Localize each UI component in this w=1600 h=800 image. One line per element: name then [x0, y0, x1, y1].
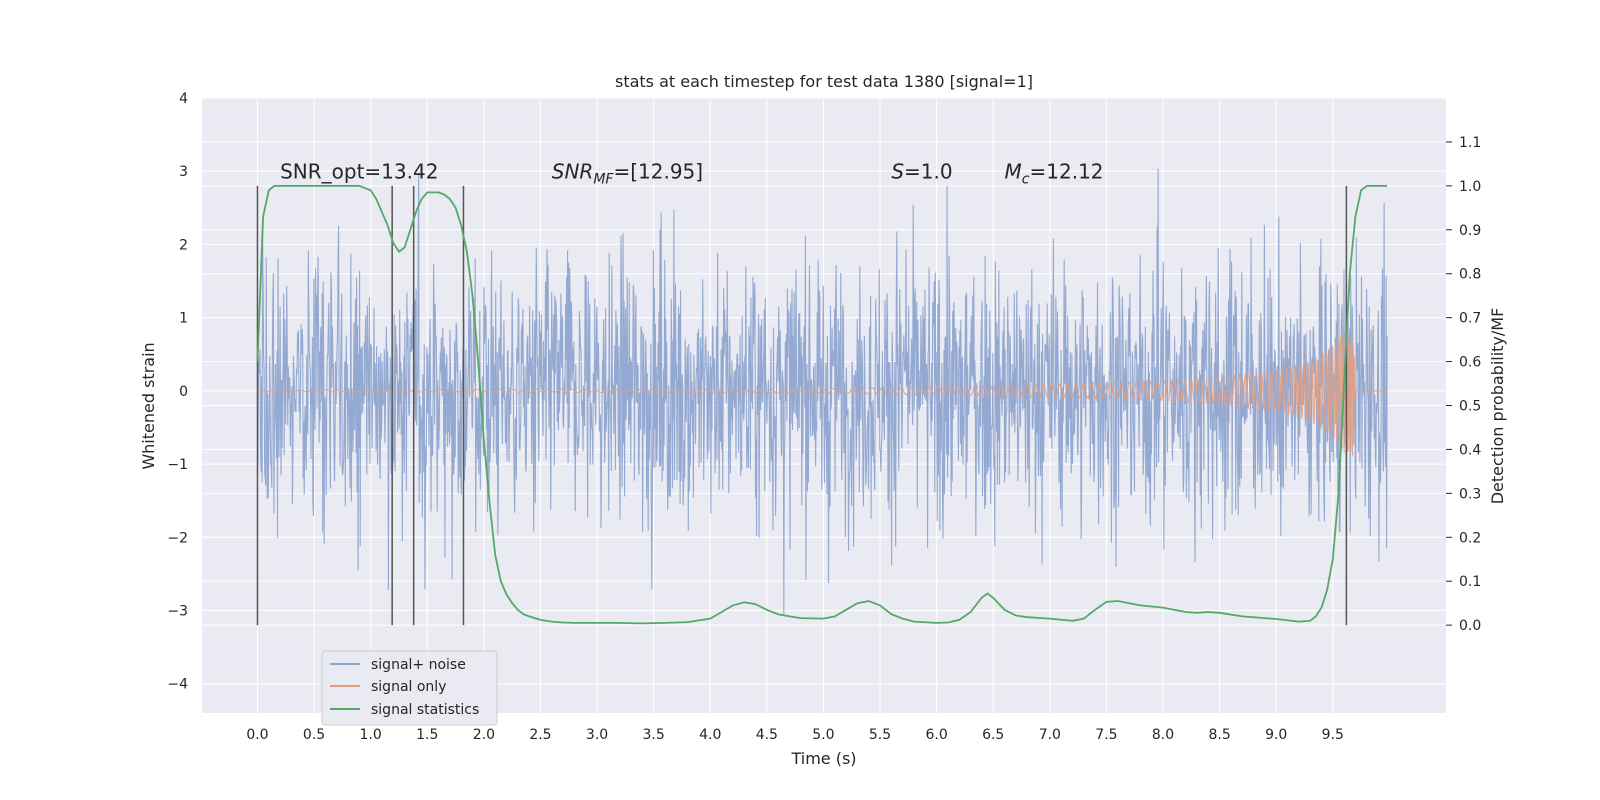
x-tick-label: 5.0 — [812, 727, 834, 743]
right-y-axis-ticks: 0.0 0.1 0.2 0.3 0.4 0.5 0.6 0.7 0.8 0.9 1.0 1.1 — [1446, 135, 1481, 634]
right-y-tick-label: 0.6 — [1459, 355, 1481, 371]
left-y-tick-label: −1 — [167, 457, 188, 473]
right-y-tick-label: 0.5 — [1459, 399, 1481, 415]
signal-statistics-line — [256, 184, 1388, 625]
x-tick-label: 0.0 — [246, 727, 268, 743]
annotation: SNR_opt=13.42 — [280, 160, 438, 184]
legend-signal-label: signal only — [371, 679, 446, 695]
x-tick-label: 5.5 — [869, 727, 891, 743]
annotation: SNRMF=[12.95] — [552, 160, 703, 188]
x-tick-label: 7.0 — [1039, 727, 1061, 743]
x-axis-ticks: 0.0 0.5 1.0 1.5 2.0 2.5 3.0 3.5 4.0 4.5 5.0 5.5 6.0 6… — [246, 727, 1344, 743]
right-y-tick-label: 0.7 — [1459, 311, 1481, 327]
x-tick-label: 9.0 — [1265, 727, 1287, 743]
signal-noise-series — [256, 168, 1388, 615]
x-tick-label: 3.5 — [643, 727, 665, 743]
left-y-tick-label: −3 — [167, 604, 188, 620]
x-axis-label: Time (s) — [790, 749, 856, 768]
annotation: Mc=12.12 — [1005, 160, 1104, 188]
legend-box — [321, 650, 498, 726]
x-tick-label: 8.5 — [1208, 727, 1230, 743]
left-y-tick-label: 4 — [179, 91, 188, 107]
x-tick-label: 1.0 — [360, 727, 382, 743]
x-tick-label: 9.5 — [1322, 727, 1344, 743]
x-tick-label: 7.5 — [1095, 727, 1117, 743]
right-y-tick-label: 0.3 — [1459, 486, 1481, 502]
signal-only-line — [257, 319, 1388, 457]
x-tick-label: 1.5 — [416, 727, 438, 743]
right-y-tick-label: 0.4 — [1459, 442, 1481, 458]
left-y-axis-label: Whitened strain — [139, 342, 158, 469]
x-tick-label: 8.0 — [1152, 727, 1174, 743]
annotations: SNR_opt=13.42 SNRMF=[12.95] S=1.0 Mc=12.12 — [280, 160, 1103, 188]
right-y-tick-label: 0.9 — [1459, 223, 1481, 239]
legend: signal+ noise signal only signal statist… — [321, 650, 498, 726]
x-tick-label: 6.5 — [982, 727, 1004, 743]
left-y-tick-label: −2 — [167, 530, 188, 546]
x-tick-label: 4.0 — [699, 727, 721, 743]
legend-noise-label: signal+ noise — [371, 657, 466, 673]
left-y-tick-label: 1 — [179, 311, 188, 327]
signal-noise-line — [256, 168, 1388, 615]
right-y-tick-label: 0.1 — [1459, 574, 1481, 590]
x-tick-label: 4.5 — [756, 727, 778, 743]
x-tick-label: 3.0 — [586, 727, 608, 743]
annotation: S=1.0 — [891, 160, 952, 184]
left-y-tick-label: 2 — [179, 237, 188, 253]
left-y-tick-label: 3 — [179, 164, 188, 180]
x-tick-label: 6.0 — [925, 727, 947, 743]
left-y-tick-label: 0 — [179, 384, 188, 400]
left-y-axis-ticks: −4 −3 −2 −1 0 1 2 3 4 — [167, 91, 188, 693]
right-y-tick-label: 0.2 — [1459, 530, 1481, 546]
right-y-tick-label: 1.1 — [1459, 135, 1481, 151]
x-tick-label: 0.5 — [303, 727, 325, 743]
right-y-tick-label: 1.0 — [1459, 179, 1481, 195]
right-y-axis-label: Detection probability/MF — [1488, 308, 1507, 505]
vertical-markers — [256, 185, 1348, 626]
chart-title: stats at each timestep for test data 138… — [615, 72, 1033, 91]
right-y-tick-label: 0.8 — [1459, 267, 1481, 283]
x-tick-label: 2.5 — [529, 727, 551, 743]
left-y-tick-label: −4 — [167, 677, 188, 693]
signal-statistics-series — [256, 184, 1388, 625]
x-tick-label: 2.0 — [473, 727, 495, 743]
right-y-tick-label: 0.0 — [1459, 618, 1481, 634]
signal-only-series — [257, 319, 1388, 457]
legend-statistics-label: signal statistics — [371, 702, 479, 718]
